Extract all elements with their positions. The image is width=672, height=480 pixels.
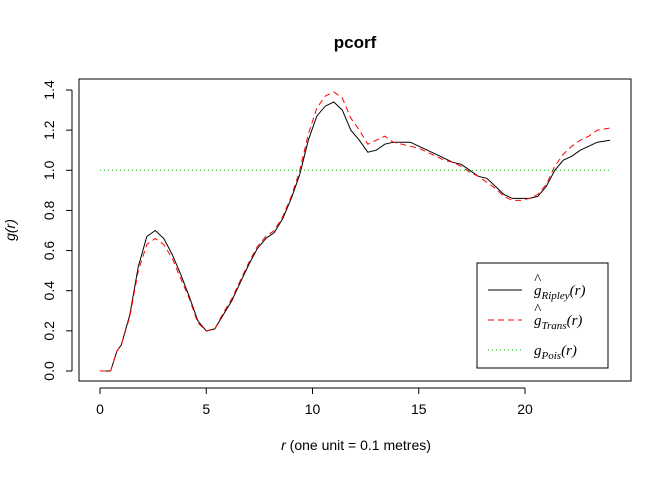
y-axis: 0.0 0.2 0.4 0.6 0.8 1.0 1.2 1.4 xyxy=(41,80,73,381)
series-lines xyxy=(100,91,611,372)
y-tick-label: 1.2 xyxy=(41,120,57,140)
x-axis: 0 5 10 15 20 xyxy=(96,387,533,417)
series-line-trans xyxy=(100,91,611,372)
y-tick-label: 0.8 xyxy=(41,200,57,220)
legend-box xyxy=(476,262,609,369)
chart-title: pcorf xyxy=(334,33,377,52)
legend-hat: ^ xyxy=(534,302,542,318)
plot-frame xyxy=(78,78,632,382)
x-axis-label: r (one unit = 0.1 metres) xyxy=(281,437,431,453)
y-tick-label: 1.0 xyxy=(41,160,57,180)
x-tick-label: 15 xyxy=(411,401,427,417)
y-tick-label: 0.0 xyxy=(41,361,57,381)
x-tick-label: 20 xyxy=(517,401,533,417)
legend-label-pois: gPois(r) xyxy=(534,343,577,362)
y-tick-label: 0.4 xyxy=(41,281,57,301)
legend-label-ripley: gRipley(r) xyxy=(534,283,585,302)
x-tick-label: 5 xyxy=(202,401,210,417)
x-tick-label: 10 xyxy=(305,401,321,417)
y-tick-label: 1.4 xyxy=(41,80,57,100)
legend-label-trans: gTrans(r) xyxy=(534,313,582,332)
y-axis-label: g(r) xyxy=(2,219,18,241)
series-line-ripley xyxy=(100,101,611,372)
y-tick-label: 0.6 xyxy=(41,241,57,261)
legend-hat: ^ xyxy=(534,272,542,288)
x-tick-label: 0 xyxy=(96,401,104,417)
y-tick-label: 0.2 xyxy=(41,321,57,341)
legend: ^gRipley(r)^gTrans(r)gPois(r) xyxy=(476,262,609,369)
